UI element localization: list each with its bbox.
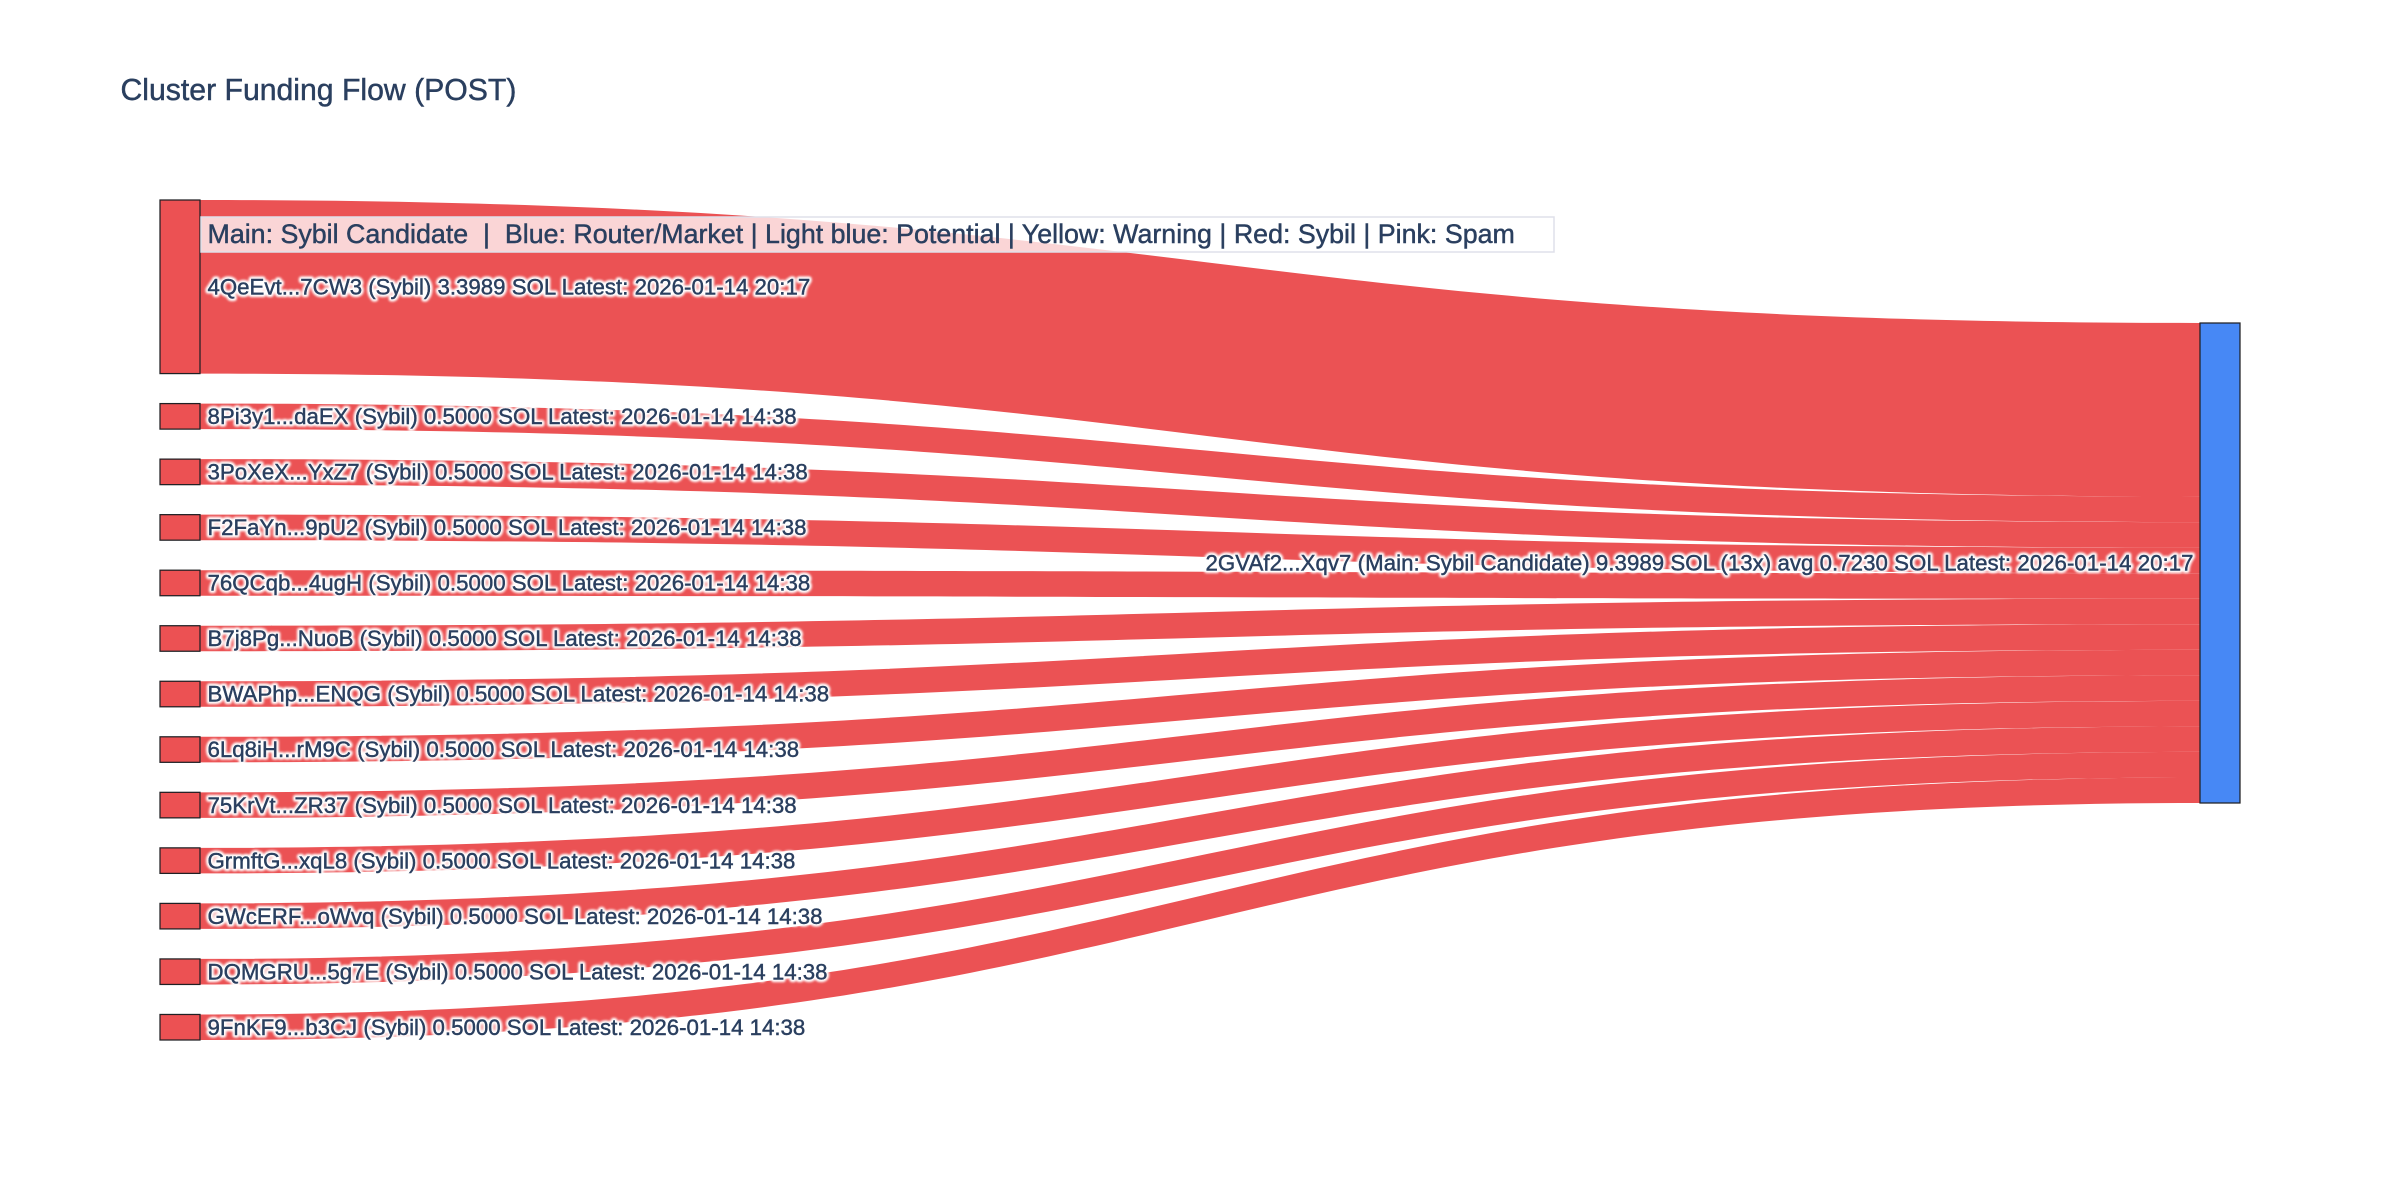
svg-text:3PoXeX...YxZ7 (Sybil) 0.5000 S: 3PoXeX...YxZ7 (Sybil) 0.5000 SOL Latest:… — [208, 460, 808, 485]
svg-text:8Pi3y1...daEX (Sybil) 0.5000 S: 8Pi3y1...daEX (Sybil) 0.5000 SOL Latest:… — [208, 404, 797, 429]
svg-text:BWAPhp...ENQG (Sybil) 0.5000 S: BWAPhp...ENQG (Sybil) 0.5000 SOL Latest:… — [208, 682, 830, 707]
svg-text:2GVAf2...Xqv7 (Main: Sybil Can: 2GVAf2...Xqv7 (Main: Sybil Candidate) 9.… — [1206, 551, 2194, 576]
svg-text:9FnKF9...b3CJ (Sybil) 0.5000 S: 9FnKF9...b3CJ (Sybil) 0.5000 SOL Latest:… — [208, 1015, 806, 1040]
svg-text:GWcERF...oWvq (Sybil) 0.5000 S: GWcERF...oWvq (Sybil) 0.5000 SOL Latest:… — [208, 904, 823, 929]
svg-text:9FnKF9...b3CJ (Sybil) 0.5000 S: 9FnKF9...b3CJ (Sybil) 0.5000 SOL Latest:… — [208, 1015, 806, 1040]
svg-text:BWAPhp...ENQG (Sybil) 0.5000 S: BWAPhp...ENQG (Sybil) 0.5000 SOL Latest:… — [208, 682, 830, 707]
svg-text:F2FaYn...9pU2 (Sybil) 0.5000 S: F2FaYn...9pU2 (Sybil) 0.5000 SOL Latest:… — [208, 515, 807, 540]
svg-text:3PoXeX...YxZ7 (Sybil) 0.5000 S: 3PoXeX...YxZ7 (Sybil) 0.5000 SOL Latest:… — [208, 460, 808, 485]
svg-text:Main: Sybil Candidate | Blue: Main: Sybil Candidate | Blue: Router/Mar… — [208, 219, 1515, 249]
svg-text:4QeEvt...7CW3 (Sybil) 3.3989 S: 4QeEvt...7CW3 (Sybil) 3.3989 SOL Latest:… — [208, 274, 811, 299]
svg-text:76QCqb...4ugH (Sybil) 0.5000 S: 76QCqb...4ugH (Sybil) 0.5000 SOL Latest:… — [208, 571, 811, 596]
svg-text:6Lq8iH...rM9C (Sybil) 0.5000 S: 6Lq8iH...rM9C (Sybil) 0.5000 SOL Latest:… — [208, 737, 800, 762]
svg-text:GrmftG...xqL8 (Sybil) 0.5000 S: GrmftG...xqL8 (Sybil) 0.5000 SOL Latest:… — [208, 848, 796, 873]
svg-text:76QCqb...4ugH (Sybil) 0.5000 S: 76QCqb...4ugH (Sybil) 0.5000 SOL Latest:… — [208, 571, 811, 596]
svg-text:2GVAf2...Xqv7 (Main: Sybil Can: 2GVAf2...Xqv7 (Main: Sybil Candidate) 9.… — [1206, 551, 2194, 576]
svg-text:DQMGRU...5g7E (Sybil) 0.5000 S: DQMGRU...5g7E (Sybil) 0.5000 SOL Latest:… — [208, 959, 828, 984]
svg-text:75KrVt...ZR37 (Sybil) 0.5000 S: 75KrVt...ZR37 (Sybil) 0.5000 SOL Latest:… — [208, 793, 797, 818]
svg-text:8Pi3y1...daEX (Sybil) 0.5000 S: 8Pi3y1...daEX (Sybil) 0.5000 SOL Latest:… — [208, 404, 797, 429]
svg-text:DQMGRU...5g7E (Sybil) 0.5000 S: DQMGRU...5g7E (Sybil) 0.5000 SOL Latest:… — [208, 959, 828, 984]
svg-text:GWcERF...oWvq (Sybil) 0.5000 S: GWcERF...oWvq (Sybil) 0.5000 SOL Latest:… — [208, 904, 823, 929]
svg-text:4QeEvt...7CW3 (Sybil) 3.3989 S: 4QeEvt...7CW3 (Sybil) 3.3989 SOL Latest:… — [208, 274, 811, 299]
svg-text:Cluster Funding Flow (POST): Cluster Funding Flow (POST) — [121, 74, 517, 107]
svg-text:B7j8Pg...NuoB (Sybil) 0.5000 S: B7j8Pg...NuoB (Sybil) 0.5000 SOL Latest:… — [208, 626, 802, 651]
svg-text:F2FaYn...9pU2 (Sybil) 0.5000 S: F2FaYn...9pU2 (Sybil) 0.5000 SOL Latest:… — [208, 515, 807, 540]
svg-text:B7j8Pg...NuoB (Sybil) 0.5000 S: B7j8Pg...NuoB (Sybil) 0.5000 SOL Latest:… — [208, 626, 802, 651]
svg-text:GrmftG...xqL8 (Sybil) 0.5000 S: GrmftG...xqL8 (Sybil) 0.5000 SOL Latest:… — [208, 848, 796, 873]
svg-text:75KrVt...ZR37 (Sybil) 0.5000 S: 75KrVt...ZR37 (Sybil) 0.5000 SOL Latest:… — [208, 793, 797, 818]
svg-text:6Lq8iH...rM9C (Sybil) 0.5000 S: 6Lq8iH...rM9C (Sybil) 0.5000 SOL Latest:… — [208, 737, 800, 762]
